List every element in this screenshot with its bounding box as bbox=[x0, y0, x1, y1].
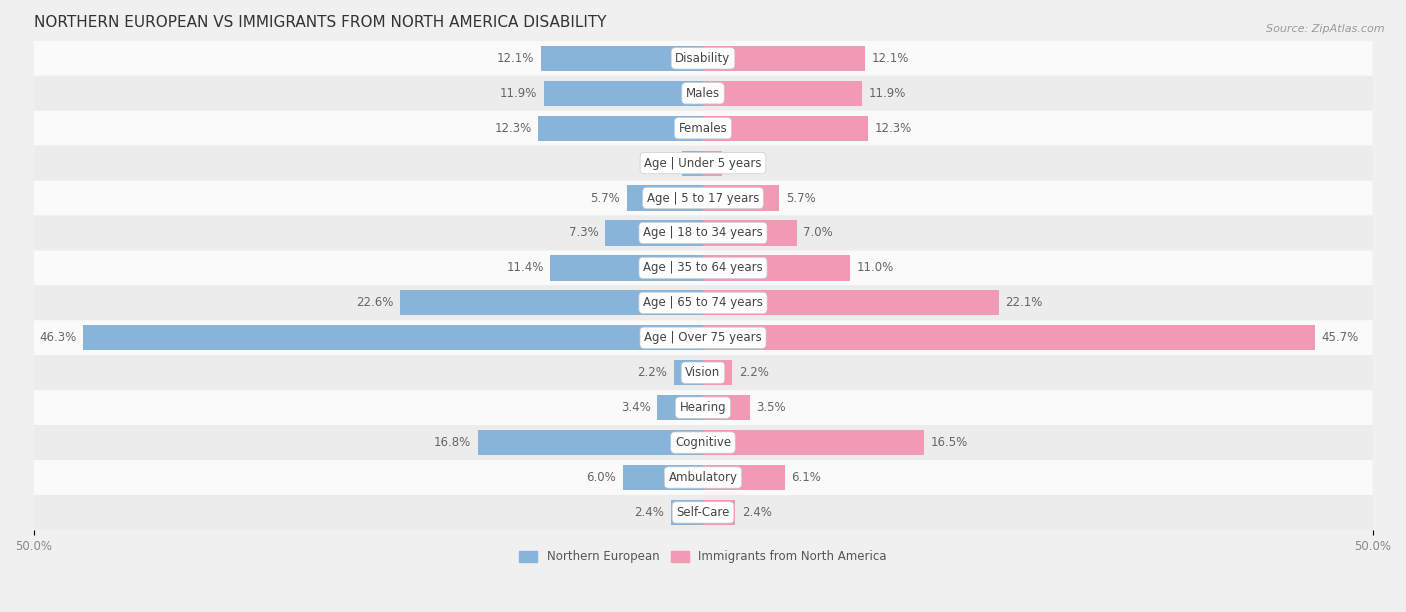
FancyBboxPatch shape bbox=[34, 355, 1372, 390]
Text: 11.0%: 11.0% bbox=[858, 261, 894, 274]
Bar bbox=[401, 290, 703, 315]
Bar bbox=[541, 46, 703, 71]
FancyBboxPatch shape bbox=[34, 111, 1372, 146]
Text: 16.8%: 16.8% bbox=[434, 436, 471, 449]
FancyBboxPatch shape bbox=[34, 495, 1372, 530]
Text: 12.3%: 12.3% bbox=[875, 122, 911, 135]
FancyBboxPatch shape bbox=[34, 425, 1372, 460]
Text: Cognitive: Cognitive bbox=[675, 436, 731, 449]
Text: Females: Females bbox=[679, 122, 727, 135]
Text: NORTHERN EUROPEAN VS IMMIGRANTS FROM NORTH AMERICA DISABILITY: NORTHERN EUROPEAN VS IMMIGRANTS FROM NOR… bbox=[34, 15, 606, 30]
Text: 12.1%: 12.1% bbox=[872, 52, 910, 65]
Text: 2.2%: 2.2% bbox=[740, 366, 769, 379]
Text: Age | Over 75 years: Age | Over 75 years bbox=[644, 331, 762, 345]
Text: 6.1%: 6.1% bbox=[792, 471, 821, 484]
Text: Age | 5 to 17 years: Age | 5 to 17 years bbox=[647, 192, 759, 204]
Bar bbox=[703, 360, 733, 386]
Text: 45.7%: 45.7% bbox=[1322, 331, 1358, 345]
Bar bbox=[550, 255, 703, 280]
Text: 3.4%: 3.4% bbox=[621, 401, 651, 414]
FancyBboxPatch shape bbox=[34, 285, 1372, 320]
Text: Self-Care: Self-Care bbox=[676, 506, 730, 519]
Text: 5.7%: 5.7% bbox=[591, 192, 620, 204]
Bar bbox=[623, 465, 703, 490]
Bar bbox=[544, 81, 703, 106]
Text: 5.7%: 5.7% bbox=[786, 192, 815, 204]
Text: 3.5%: 3.5% bbox=[756, 401, 786, 414]
FancyBboxPatch shape bbox=[34, 250, 1372, 285]
Bar bbox=[538, 116, 703, 141]
Bar bbox=[658, 395, 703, 420]
Text: 2.4%: 2.4% bbox=[742, 506, 772, 519]
Text: Ambulatory: Ambulatory bbox=[668, 471, 738, 484]
Bar bbox=[671, 500, 703, 525]
Bar bbox=[703, 465, 785, 490]
Bar bbox=[703, 395, 749, 420]
Bar bbox=[703, 255, 851, 280]
Bar bbox=[703, 151, 721, 176]
Text: 1.4%: 1.4% bbox=[728, 157, 758, 170]
Bar bbox=[682, 151, 703, 176]
Text: 22.1%: 22.1% bbox=[1005, 296, 1043, 309]
Text: Males: Males bbox=[686, 87, 720, 100]
Bar bbox=[627, 185, 703, 211]
Bar bbox=[83, 325, 703, 350]
Text: Age | Under 5 years: Age | Under 5 years bbox=[644, 157, 762, 170]
Bar bbox=[703, 116, 868, 141]
Text: 6.0%: 6.0% bbox=[586, 471, 616, 484]
Text: 11.4%: 11.4% bbox=[506, 261, 544, 274]
Text: 11.9%: 11.9% bbox=[869, 87, 907, 100]
Bar bbox=[703, 500, 735, 525]
FancyBboxPatch shape bbox=[34, 41, 1372, 76]
Text: 7.3%: 7.3% bbox=[569, 226, 599, 239]
Text: 46.3%: 46.3% bbox=[39, 331, 76, 345]
FancyBboxPatch shape bbox=[34, 76, 1372, 111]
FancyBboxPatch shape bbox=[34, 460, 1372, 495]
Bar bbox=[673, 360, 703, 386]
Text: Source: ZipAtlas.com: Source: ZipAtlas.com bbox=[1267, 24, 1385, 34]
Text: Age | 65 to 74 years: Age | 65 to 74 years bbox=[643, 296, 763, 309]
Text: 16.5%: 16.5% bbox=[931, 436, 967, 449]
Text: 2.4%: 2.4% bbox=[634, 506, 664, 519]
Text: Vision: Vision bbox=[685, 366, 721, 379]
Bar bbox=[703, 430, 924, 455]
FancyBboxPatch shape bbox=[34, 181, 1372, 215]
Bar bbox=[703, 81, 862, 106]
FancyBboxPatch shape bbox=[34, 215, 1372, 250]
Bar bbox=[703, 46, 865, 71]
Text: 7.0%: 7.0% bbox=[803, 226, 834, 239]
Text: Age | 18 to 34 years: Age | 18 to 34 years bbox=[643, 226, 763, 239]
Bar bbox=[703, 290, 998, 315]
Bar bbox=[703, 325, 1315, 350]
Bar bbox=[703, 185, 779, 211]
Text: Hearing: Hearing bbox=[679, 401, 727, 414]
Text: 12.1%: 12.1% bbox=[496, 52, 534, 65]
Legend: Northern European, Immigrants from North America: Northern European, Immigrants from North… bbox=[515, 545, 891, 568]
FancyBboxPatch shape bbox=[34, 146, 1372, 181]
Bar bbox=[605, 220, 703, 245]
FancyBboxPatch shape bbox=[34, 390, 1372, 425]
Text: 2.2%: 2.2% bbox=[637, 366, 666, 379]
Text: Age | 35 to 64 years: Age | 35 to 64 years bbox=[643, 261, 763, 274]
Text: 22.6%: 22.6% bbox=[356, 296, 394, 309]
FancyBboxPatch shape bbox=[34, 320, 1372, 355]
Bar bbox=[703, 220, 797, 245]
Text: 12.3%: 12.3% bbox=[495, 122, 531, 135]
Text: 1.6%: 1.6% bbox=[645, 157, 675, 170]
Text: 11.9%: 11.9% bbox=[499, 87, 537, 100]
Bar bbox=[478, 430, 703, 455]
Text: Disability: Disability bbox=[675, 52, 731, 65]
